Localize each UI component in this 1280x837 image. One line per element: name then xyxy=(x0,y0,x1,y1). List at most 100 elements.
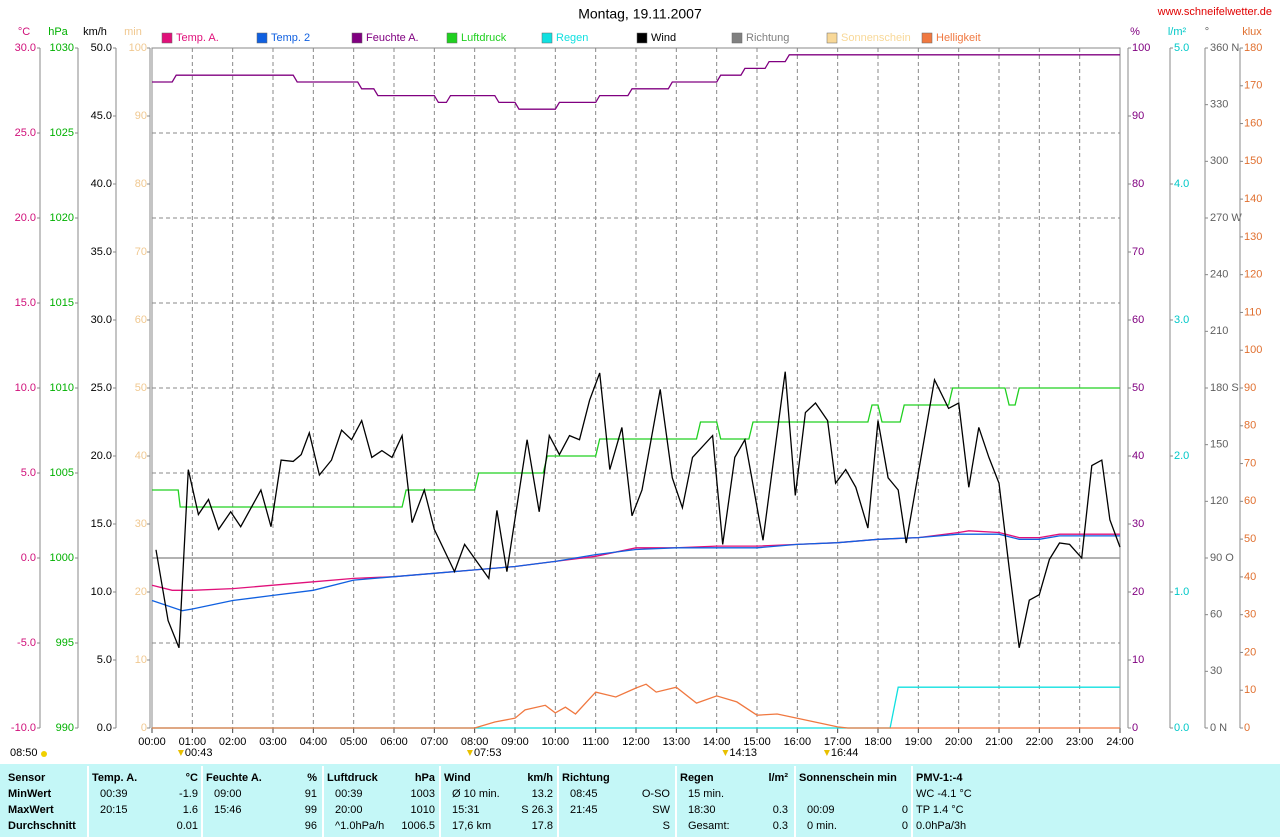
y-tick-label: 5.0 xyxy=(97,654,112,666)
cell: 0 xyxy=(902,804,908,816)
y-tick-label: -10.0 xyxy=(11,722,36,734)
cell: 00:39 xyxy=(335,788,363,800)
cell: 1.6 xyxy=(183,804,198,816)
summary-table xyxy=(0,764,1280,837)
cell: 91 xyxy=(305,788,317,800)
y-tick-label: 50 xyxy=(135,382,147,394)
cell: WC -4.1 °C xyxy=(916,788,972,800)
legend-label: Temp. 2 xyxy=(271,32,310,44)
x-tick-label: 08:00 xyxy=(461,736,489,748)
legend-swatch xyxy=(351,32,363,44)
y-tick-label: 50 xyxy=(1244,533,1256,545)
x-tick-label: 06:00 xyxy=(380,736,408,748)
cell: 0 xyxy=(902,820,908,832)
cell: 0.3 xyxy=(773,804,788,816)
y-tick-label: 100 xyxy=(129,42,147,54)
y-tick-label: 5.0 xyxy=(1174,42,1189,54)
column-header: Regen xyxy=(680,772,714,784)
y-tick-label: 30 xyxy=(1244,609,1256,621)
cell: 00:39 xyxy=(100,788,128,800)
sunrise-label: 08:50 xyxy=(10,747,38,759)
y-tick-label: 100 xyxy=(1132,42,1150,54)
y-tick-label: 270 W xyxy=(1210,212,1242,224)
legend-label: Regen xyxy=(556,32,588,44)
column-header: Wind xyxy=(444,772,471,784)
x-tick-label: 13:00 xyxy=(663,736,691,748)
annotation-marker xyxy=(823,750,830,756)
column-header: PMV-1:-4 xyxy=(916,772,963,784)
column-header: °C xyxy=(186,772,198,784)
y-tick-label: 30 xyxy=(1132,518,1144,530)
series-line xyxy=(152,686,1120,729)
y-tick-label: 240 xyxy=(1210,269,1228,281)
axis-unit: hPa xyxy=(48,26,68,38)
y-tick-label: 35.0 xyxy=(91,246,112,258)
y-tick-label: 1000 xyxy=(50,552,74,564)
legend-swatch xyxy=(636,32,648,44)
y-tick-label: 4.0 xyxy=(1174,178,1189,190)
y-tick-label: 80 xyxy=(1132,178,1144,190)
column-header: Sonnenschein min xyxy=(799,772,897,784)
cell: 21:45 xyxy=(570,804,598,816)
cell: 0 min. xyxy=(807,820,837,832)
legend-label: Helligkeit xyxy=(936,32,981,44)
x-tick-label: 10:00 xyxy=(542,736,570,748)
x-tick-label: 05:00 xyxy=(340,736,368,748)
legend-label: Feuchte A. xyxy=(366,32,419,44)
y-tick-label: 130 xyxy=(1244,231,1262,243)
legend-swatch xyxy=(541,32,553,44)
legend-swatch xyxy=(826,32,838,44)
y-tick-label: 20 xyxy=(1244,646,1256,658)
legend-label: Temp. A. xyxy=(176,32,219,44)
column-header: km/h xyxy=(527,772,553,784)
y-tick-label: 25.0 xyxy=(91,382,112,394)
y-tick-label: 30.0 xyxy=(91,314,112,326)
axis-unit: min xyxy=(124,26,142,38)
y-tick-label: 1010 xyxy=(50,382,74,394)
x-tick-label: 01:00 xyxy=(179,736,207,748)
y-tick-label: 180 xyxy=(1244,42,1262,54)
axis-unit: ° xyxy=(1205,26,1209,38)
y-tick-label: 10 xyxy=(1244,684,1256,696)
y-tick-label: 0.0 xyxy=(21,552,36,564)
y-tick-label: 60 xyxy=(1244,495,1256,507)
y-tick-label: 0.0 xyxy=(1174,722,1189,734)
column-header: l/m² xyxy=(768,772,788,784)
legend-swatch xyxy=(446,32,458,44)
y-tick-label: 1015 xyxy=(50,297,74,309)
x-tick-label: 17:00 xyxy=(824,736,852,748)
x-tick-label: 15:00 xyxy=(743,736,771,748)
series-line xyxy=(155,371,1121,649)
column-header: Temp. A. xyxy=(92,772,137,784)
annotation-marker xyxy=(722,750,729,756)
y-tick-label: 70 xyxy=(1132,246,1144,258)
y-tick-label: 120 xyxy=(1210,495,1228,507)
y-tick-label: 140 xyxy=(1244,193,1262,205)
x-tick-label: 02:00 xyxy=(219,736,247,748)
y-tick-label: 120 xyxy=(1244,269,1262,281)
series-line xyxy=(151,533,1120,612)
y-tick-label: 40.0 xyxy=(91,178,112,190)
y-tick-label: 10.0 xyxy=(91,586,112,598)
y-tick-label: 995 xyxy=(56,637,74,649)
cell: Ø 10 min. xyxy=(452,788,500,800)
y-tick-label: 150 xyxy=(1244,155,1262,167)
y-tick-label: 0 xyxy=(1132,722,1138,734)
cell: S 26.3 xyxy=(521,804,553,816)
legend-swatch xyxy=(731,32,743,44)
y-tick-label: 990 xyxy=(56,722,74,734)
x-tick-label: 09:00 xyxy=(501,736,529,748)
cell: 15:31 xyxy=(452,804,480,816)
y-tick-label: 40 xyxy=(1244,571,1256,583)
y-tick-label: 330 xyxy=(1210,99,1228,111)
y-tick-label: 10 xyxy=(135,654,147,666)
y-tick-label: 40 xyxy=(1132,450,1144,462)
legend-label: Luftdruck xyxy=(461,32,507,44)
cell: 00:09 xyxy=(807,804,835,816)
cell: 20:15 xyxy=(100,804,128,816)
cell: 99 xyxy=(305,804,317,816)
y-tick-label: 170 xyxy=(1244,80,1262,92)
y-tick-label: 90 xyxy=(135,110,147,122)
y-tick-label: 80 xyxy=(1244,420,1256,432)
